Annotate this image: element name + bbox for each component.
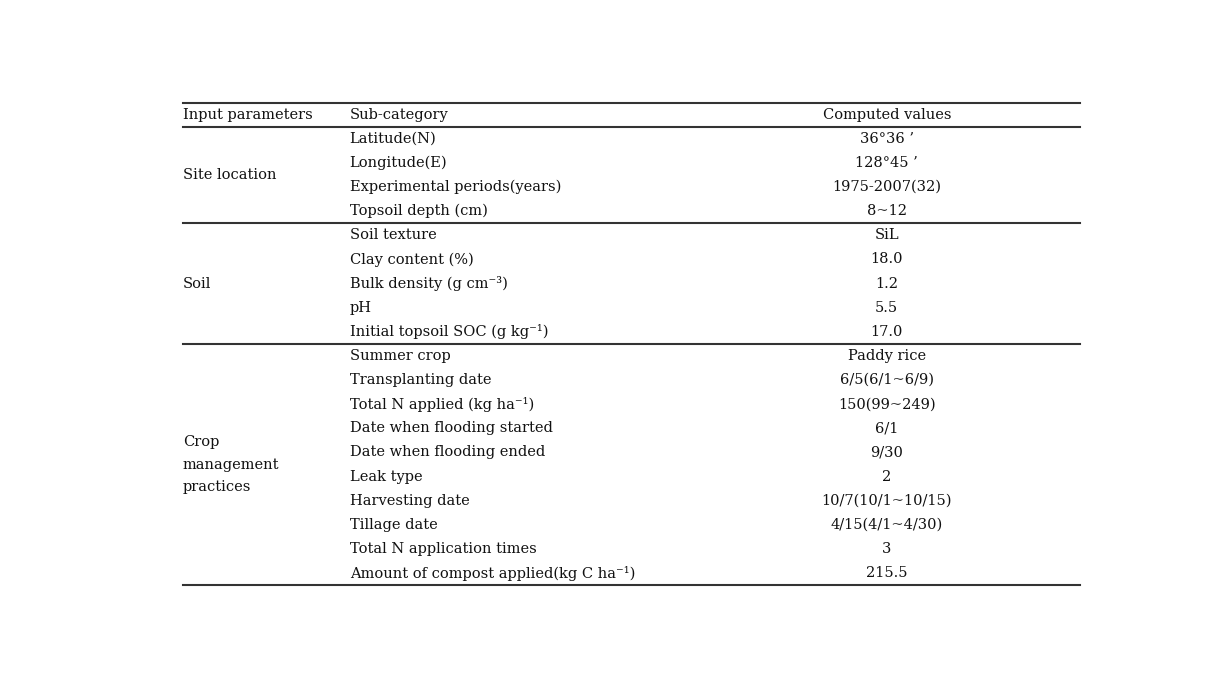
Text: Harvesting date: Harvesting date xyxy=(350,494,469,508)
Text: 128°45 ’: 128°45 ’ xyxy=(855,156,918,170)
Text: Leak type: Leak type xyxy=(350,470,423,484)
Text: Total N applied (kg ha⁻¹): Total N applied (kg ha⁻¹) xyxy=(350,397,533,412)
Text: 150(99~249): 150(99~249) xyxy=(838,397,935,411)
Text: 1975-2007(32): 1975-2007(32) xyxy=(833,180,941,194)
Text: Longitude(E): Longitude(E) xyxy=(350,156,447,170)
Text: Date when flooding ended: Date when flooding ended xyxy=(350,445,545,460)
Text: 4/15(4/1~4/30): 4/15(4/1~4/30) xyxy=(830,518,942,532)
Text: Initial topsoil SOC (g kg⁻¹): Initial topsoil SOC (g kg⁻¹) xyxy=(350,324,548,339)
Text: Paddy rice: Paddy rice xyxy=(848,349,926,363)
Text: Computed values: Computed values xyxy=(823,108,951,122)
Text: Bulk density (g cm⁻³): Bulk density (g cm⁻³) xyxy=(350,276,508,291)
Text: Total N application times: Total N application times xyxy=(350,542,536,556)
Text: 8~12: 8~12 xyxy=(867,204,907,218)
Text: 36°36 ’: 36°36 ’ xyxy=(860,132,914,146)
Text: 215.5: 215.5 xyxy=(866,566,908,580)
Text: 5.5: 5.5 xyxy=(875,301,898,315)
Text: 3: 3 xyxy=(882,542,892,556)
Text: Sub-category: Sub-category xyxy=(350,108,448,122)
Text: Site location: Site location xyxy=(182,168,276,182)
Text: 10/7(10/1~10/15): 10/7(10/1~10/15) xyxy=(822,494,952,508)
Text: pH: pH xyxy=(350,301,372,315)
Text: 9/30: 9/30 xyxy=(870,445,903,460)
Text: Date when flooding started: Date when flooding started xyxy=(350,422,553,435)
Text: Clay content (%): Clay content (%) xyxy=(350,252,473,267)
Text: Summer crop: Summer crop xyxy=(350,349,451,363)
Text: Latitude(N): Latitude(N) xyxy=(350,132,436,146)
Text: SiL: SiL xyxy=(875,228,899,242)
Text: Amount of compost applied(kg C ha⁻¹): Amount of compost applied(kg C ha⁻¹) xyxy=(350,565,636,581)
Text: 1.2: 1.2 xyxy=(875,276,898,291)
Text: Topsoil depth (cm): Topsoil depth (cm) xyxy=(350,204,488,219)
Text: Soil texture: Soil texture xyxy=(350,228,436,242)
Text: 6/5(6/1~6/9): 6/5(6/1~6/9) xyxy=(840,373,934,387)
Text: Crop
management
practices: Crop management practices xyxy=(182,434,280,494)
Text: Input parameters: Input parameters xyxy=(182,108,313,122)
Text: Tillage date: Tillage date xyxy=(350,518,437,532)
Text: 17.0: 17.0 xyxy=(871,325,903,339)
Text: 2: 2 xyxy=(882,470,892,484)
Text: Experimental periods(years): Experimental periods(years) xyxy=(350,180,561,194)
Text: 18.0: 18.0 xyxy=(871,253,903,266)
Text: Transplanting date: Transplanting date xyxy=(350,373,492,387)
Text: Soil: Soil xyxy=(182,276,211,291)
Text: 6/1: 6/1 xyxy=(875,422,898,435)
